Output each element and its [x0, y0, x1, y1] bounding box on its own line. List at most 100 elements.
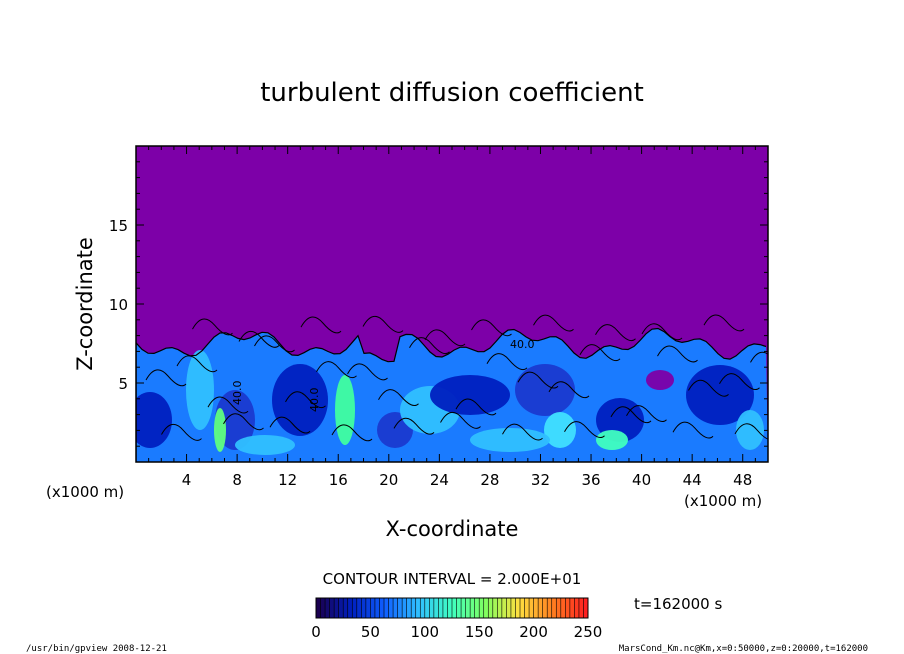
colorbar-segment [578, 598, 584, 618]
colorbar-tick-label: 0 [311, 623, 321, 641]
colorbar-segment [465, 598, 471, 618]
colorbar-segment [574, 598, 580, 618]
colorbar-segment [356, 598, 362, 618]
colorbar-segment [470, 598, 476, 618]
contour-line [176, 355, 218, 373]
x-axis-unit-left: (x1000 m) [46, 483, 124, 501]
x-tick-label: 24 [430, 471, 449, 489]
colorbar-segment [565, 598, 571, 618]
colorbar-segment [569, 598, 575, 618]
colorbar-segment [433, 598, 439, 618]
contour-line [161, 424, 202, 441]
colorbar-segment [365, 598, 371, 618]
colorbar-segment [402, 598, 408, 618]
turbulence-cell [736, 410, 764, 450]
contour-line [502, 423, 543, 441]
contour-line [424, 329, 466, 347]
colorbar-segment [483, 598, 489, 618]
contour-line [269, 416, 311, 434]
colorbar-segment [393, 598, 399, 618]
colorbar-segment [325, 598, 331, 618]
colorbar-tick-label: 250 [574, 623, 603, 641]
colorbar-segment [501, 598, 507, 618]
colorbar-segment [560, 598, 566, 618]
contour-line [657, 345, 698, 363]
contour-line [703, 314, 745, 332]
contour-line [734, 423, 768, 440]
colorbar-segment [497, 598, 503, 618]
colorbar-segment [479, 598, 485, 618]
colorbar-tick-label: 100 [410, 623, 439, 641]
turbulence-cell [430, 375, 510, 415]
colorbar-segment [374, 598, 380, 618]
contour-line [331, 424, 373, 442]
contour-line [378, 389, 419, 406]
colorbar-segment [447, 598, 453, 618]
colorbar-segment [510, 598, 516, 618]
contour-line [672, 421, 714, 439]
x-axis-unit-right: (x1000 m) [684, 492, 762, 510]
colorbar-segment [442, 598, 448, 618]
contour-line [223, 413, 264, 431]
contour-line [471, 319, 512, 337]
turbulence-cell [136, 392, 172, 448]
contour-line [192, 318, 233, 336]
contour-line [254, 335, 295, 353]
colorbar-segment [551, 598, 557, 618]
x-tick-label: 32 [531, 471, 550, 489]
contour-line [440, 412, 481, 429]
colorbar-tick-label: 50 [361, 623, 380, 641]
colorbar-segment [542, 598, 548, 618]
colorbar-segment [492, 598, 498, 618]
colorbar-segment [529, 598, 535, 618]
x-axis-label: X-coordinate [386, 517, 519, 541]
colorbar-segment [456, 598, 462, 618]
contour-line [579, 344, 621, 362]
contour-line [347, 363, 388, 381]
contour-line [316, 361, 357, 379]
contour-line [486, 353, 528, 371]
contour-line [750, 351, 768, 363]
contour-line [610, 406, 652, 424]
contour-line [641, 323, 683, 341]
colorbar-segment [524, 598, 530, 618]
colorbar-segment [388, 598, 394, 618]
x-tick-label: 12 [278, 471, 297, 489]
colorbar-segment [411, 598, 417, 618]
contour-line [688, 379, 729, 397]
colorbar-segment [556, 598, 562, 618]
colorbar-segment [420, 598, 426, 618]
y-tick-label: 5 [118, 375, 128, 393]
y-axis-label: Z-coordinate [73, 237, 97, 371]
contour-line [595, 324, 636, 342]
colorbar-segment [316, 598, 322, 618]
footer-right: MarsCond_Km.nc@Km,x=0:50000,z=0:20000,t=… [619, 644, 868, 654]
colorbar-segment [547, 598, 553, 618]
contour-line [517, 371, 559, 389]
colorbar-tick-label: 150 [465, 623, 494, 641]
colorbar-tick-label: 200 [519, 623, 548, 641]
colorbar-segment [352, 598, 358, 618]
chart-title: turbulent diffusion coefficient [260, 78, 644, 108]
colorbar-frame [315, 597, 589, 619]
colorbar-segment [474, 598, 480, 618]
colorbar-segment [397, 598, 403, 618]
colorbar-segment [320, 598, 326, 618]
colorbar-segment [384, 598, 390, 618]
contour-line [285, 391, 326, 409]
colorbar-segment [338, 598, 344, 618]
contour-line [207, 396, 249, 414]
contour-label: 40.0 [231, 381, 244, 406]
x-tick-label: 40 [632, 471, 651, 489]
colorbar-segment [361, 598, 367, 618]
contour-label: 40.0 [510, 338, 535, 351]
contour-label: 40.0 [308, 388, 321, 413]
y-axis: 5 10 15 [109, 145, 768, 463]
time-label: t=162000 s [634, 595, 722, 613]
turbulence-cell [214, 408, 226, 452]
turbulent-layer: 40.0 40.0 40.0 [136, 314, 768, 462]
turbulence-cell [596, 430, 628, 450]
turbulence-cell [470, 428, 550, 452]
colorbar-segment [343, 598, 349, 618]
